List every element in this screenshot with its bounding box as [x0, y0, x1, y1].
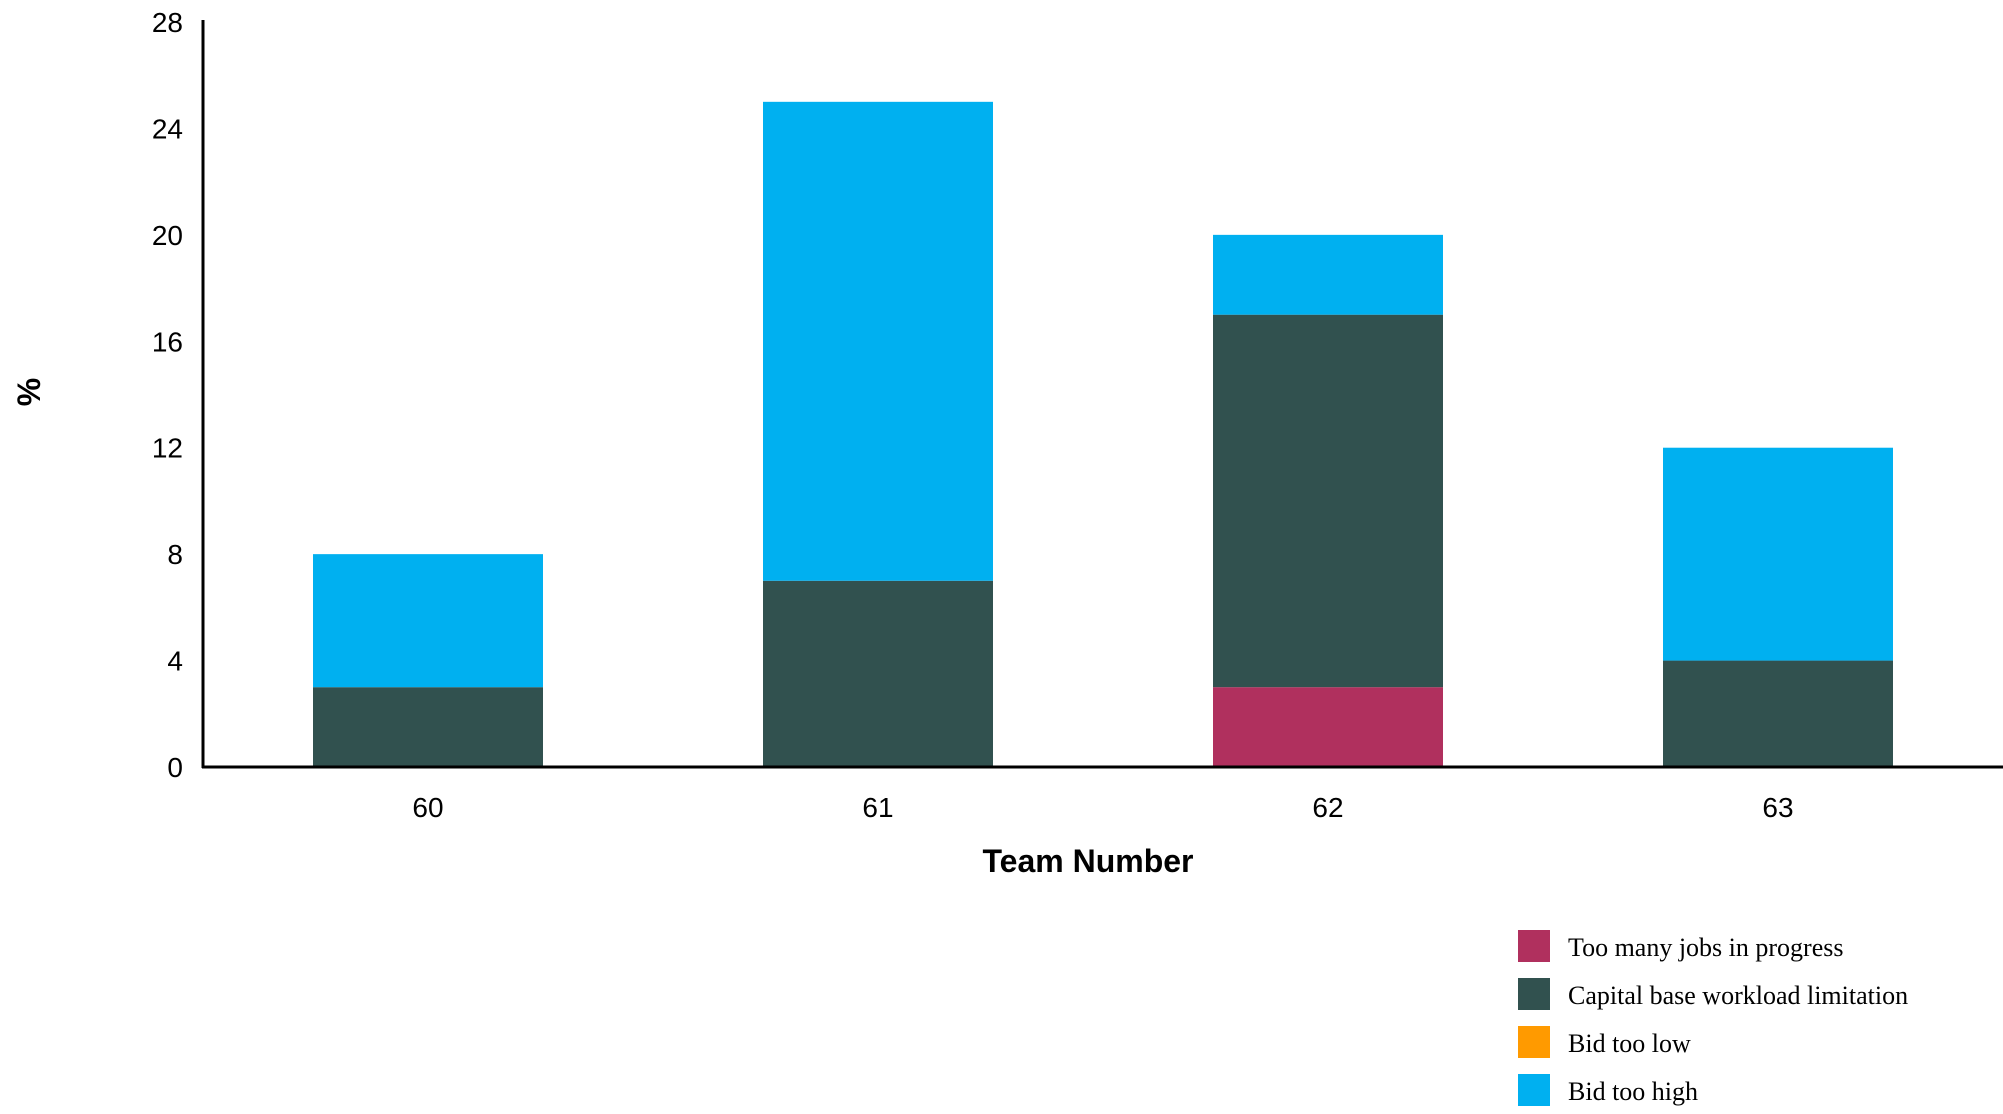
bar-segment-62-series-3	[1213, 234, 1443, 315]
legend-swatch	[1518, 930, 1550, 962]
legend-swatch	[1518, 1026, 1550, 1058]
x-tick-label: 63	[1762, 792, 1793, 823]
legend-swatch	[1518, 978, 1550, 1010]
y-tick-label: 16	[152, 326, 183, 357]
x-tick-label: 62	[1312, 792, 1343, 823]
y-tick-label: 28	[152, 7, 183, 38]
bar-segment-62-series-1	[1213, 314, 1443, 688]
legend-label: Bid too low	[1568, 1029, 1691, 1058]
legend: Too many jobs in progress Capital base wo…	[1518, 930, 1908, 1106]
legend-label: Capital base workload limitation	[1568, 981, 1908, 1010]
legend-label: Bid too high	[1568, 1077, 1698, 1106]
bar-segment-63-series-3	[1663, 447, 1893, 661]
bar-segment-60-series-1	[313, 687, 543, 767]
x-tick-label: 60	[412, 792, 443, 823]
bar-segment-61-series-1	[763, 580, 993, 767]
axes-layer	[201, 20, 2003, 769]
legend-swatch	[1518, 1074, 1550, 1106]
x-axis-title: Team Number	[982, 843, 1193, 879]
y-tick-label: 0	[167, 752, 183, 783]
y-tick-label: 24	[152, 113, 183, 144]
legend-label: Too many jobs in progress	[1568, 933, 1844, 962]
x-tick-label: 61	[862, 792, 893, 823]
bar-segment-63-series-1	[1663, 660, 1893, 767]
y-tick-label: 12	[152, 433, 183, 464]
bars-layer	[313, 101, 1893, 767]
y-tick-label: 8	[167, 539, 183, 570]
bar-segment-62-series-0	[1213, 687, 1443, 767]
y-tick-label: 20	[152, 220, 183, 251]
y-tick-labels: 0 4 8 12 16 20 24 28	[152, 7, 183, 783]
y-axis-title: %	[11, 378, 47, 406]
y-tick-label: 4	[167, 646, 183, 677]
bar-segment-60-series-3	[313, 554, 543, 688]
bar-segment-61-series-3	[763, 101, 993, 581]
x-tick-labels: 60 61 62 63	[412, 792, 1793, 823]
